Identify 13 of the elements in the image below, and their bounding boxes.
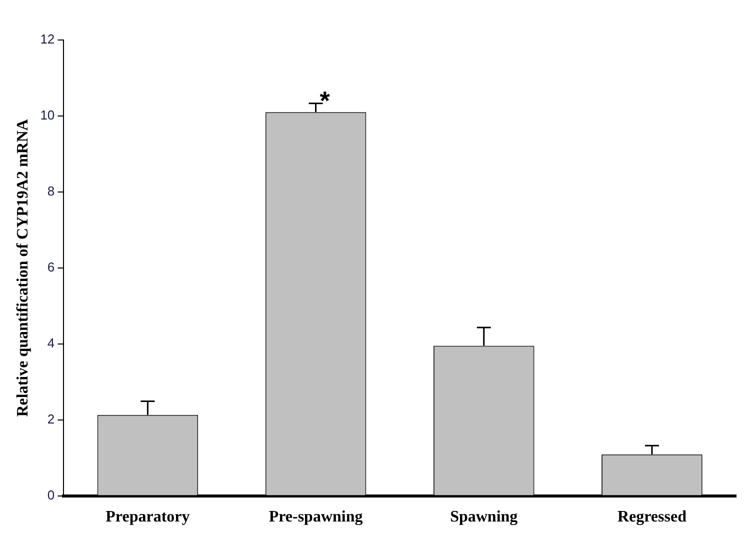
y-axis-title: Relative quantification of CYP19A2 mRNA: [14, 118, 32, 417]
annotation: *: [320, 86, 331, 116]
x-tick-label: Spawning: [450, 508, 518, 526]
y-tick-label: 10: [40, 108, 55, 123]
y-tick-label: 12: [40, 32, 55, 47]
x-tick-label: Pre-spawning: [268, 508, 363, 526]
y-tick-label: 8: [47, 184, 55, 199]
y-tick-label: 6: [47, 259, 55, 274]
x-tick-label: Regressed: [617, 508, 687, 526]
y-tick-label: 0: [47, 487, 55, 502]
y-tick-label: 4: [47, 335, 55, 350]
y-tick-label: 2: [47, 411, 55, 426]
x-tick-label: Preparatory: [106, 508, 190, 526]
